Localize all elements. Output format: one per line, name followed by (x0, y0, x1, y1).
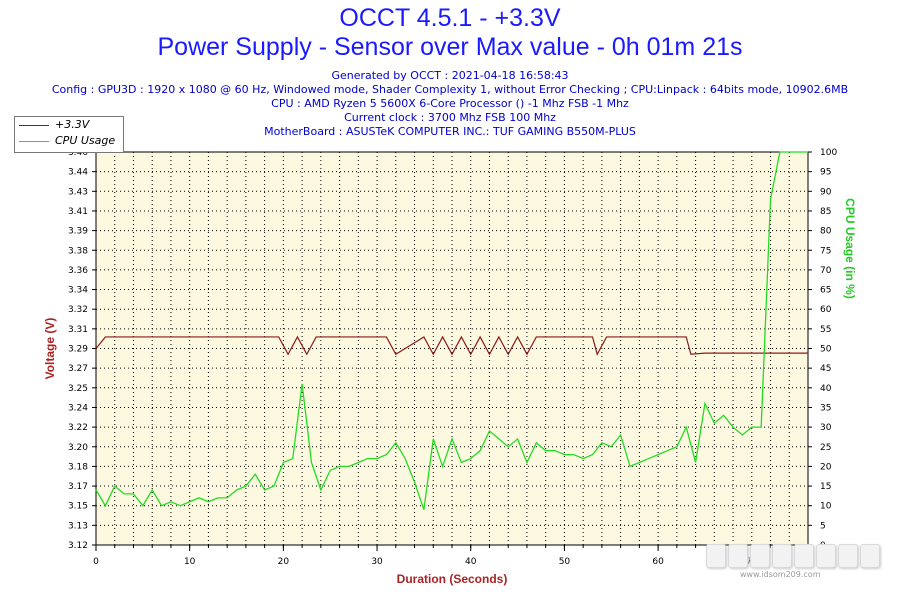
chart-subtitle: Power Supply - Sensor over Max value - 0… (157, 33, 743, 61)
y-tick-label: 3.15 (68, 502, 88, 512)
y-tick-label: 3.31 (68, 325, 88, 335)
series-line-voltage (95, 335, 808, 356)
y-tick-label: 3.27 (68, 364, 88, 374)
y-tick-label: 3.41 (68, 207, 88, 217)
y-tick-label: 3.46 (68, 148, 88, 158)
y2-tick-label: 100 (820, 148, 837, 158)
legend-swatch-voltage (19, 125, 49, 126)
y2-tick-label: 60 (820, 305, 832, 315)
y2-tick-label: 30 (820, 423, 832, 433)
y2-tick-label: 45 (820, 364, 831, 374)
x-tick-label: 50 (559, 557, 571, 567)
x-tick-label: 40 (465, 557, 477, 567)
legend-item-voltage: +3.3V (15, 118, 123, 134)
config-line: Config : GPU3D : 1920 x 1080 @ 60 Hz, Wi… (51, 83, 849, 96)
y-tick-label: 3.29 (68, 345, 88, 355)
y-tick-label: 3.18 (68, 462, 88, 472)
y-tick-label: 3.43 (68, 187, 88, 197)
watermark-text: www.idsom209.com (740, 570, 821, 579)
legend-item-cpu: CPU Usage (15, 134, 123, 150)
y2-tick-label: 80 (820, 227, 832, 237)
legend-swatch-cpu (19, 141, 49, 142)
y2-tick-label: 65 (820, 286, 831, 296)
y-tick-label: 3.44 (68, 168, 88, 178)
y-tick-label: 3.32 (68, 305, 88, 315)
y2-tick-label: 75 (820, 246, 831, 256)
legend-label-cpu: CPU Usage (55, 134, 116, 147)
y2-tick-label: 90 (820, 187, 832, 197)
x-tick-label: 60 (652, 557, 664, 567)
legend: +3.3V CPU Usage (14, 116, 124, 153)
x-axis-label: Duration (Seconds) (397, 572, 508, 586)
y-tick-label: 3.38 (68, 246, 88, 256)
x-tick-label: 0 (93, 557, 99, 567)
y-tick-label: 3.12 (68, 541, 88, 551)
y2-tick-label: 55 (820, 325, 831, 335)
series-line-cpu-usage (95, 151, 808, 510)
y-tick-label: 3.36 (68, 266, 88, 276)
y2-tick-label: 85 (820, 207, 831, 217)
y2-tick-label: 35 (820, 403, 831, 413)
motherboard-line: MotherBoard : ASUSTeK COMPUTER INC.: TUF… (264, 125, 636, 138)
x-tick-label: 20 (278, 557, 290, 567)
chart-title: OCCT 4.5.1 - +3.3V (339, 4, 561, 32)
y2-tick-label: 25 (820, 443, 831, 453)
y2-tick-label: 50 (820, 345, 832, 355)
y-tick-label: 3.25 (68, 384, 88, 394)
y-tick-label: 3.17 (68, 482, 88, 492)
y-tick-label: 3.24 (68, 403, 88, 413)
generated-line: Generated by OCCT : 2021-04-18 16:58:43 (331, 69, 569, 82)
y-tick-label: 3.22 (68, 423, 88, 433)
y-tick-label: 3.13 (68, 521, 88, 531)
x-tick-label: 30 (371, 557, 383, 567)
y2-tick-label: 15 (820, 482, 831, 492)
y2-tick-label: 5 (820, 521, 826, 531)
y2-tick-label: 40 (820, 384, 832, 394)
watermark-logo: www.idsom209.com (700, 542, 882, 584)
y2-tick-label: 95 (820, 168, 831, 178)
y-axis-label: Voltage (V) (43, 318, 57, 380)
y-tick-label: 3.39 (68, 227, 88, 237)
y2-tick-label: 10 (820, 502, 832, 512)
y-tick-label: 3.20 (68, 443, 88, 453)
clock-line: Current clock : 3700 Mhz FSB 100 Mhz (344, 111, 556, 124)
y2-tick-label: 70 (820, 266, 832, 276)
y2-axis-label: CPU Usage (in %) (843, 198, 857, 299)
cpu-line: CPU : AMD Ryzen 5 5600X 6-Core Processor… (271, 97, 629, 110)
legend-label-voltage: +3.3V (55, 118, 90, 131)
y-tick-label: 3.34 (68, 286, 88, 296)
y2-tick-label: 20 (820, 462, 832, 472)
x-tick-label: 10 (184, 557, 196, 567)
